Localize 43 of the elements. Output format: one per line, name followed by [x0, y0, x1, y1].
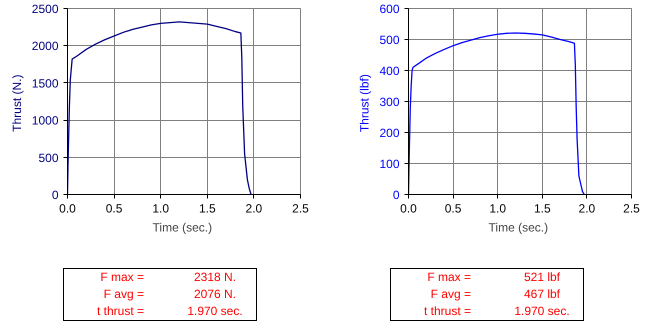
x-tick-label: 1.0 — [489, 202, 506, 216]
y-tick-label: 600 — [379, 2, 400, 16]
y-axis-title: Thrust (lbf) — [357, 74, 372, 132]
y-tick-label: 0 — [392, 188, 400, 202]
y-tick-label: 200 — [379, 126, 400, 140]
text: F max = — [99, 269, 145, 286]
x-tick-label: 2.0 — [578, 202, 596, 216]
y-axis-title: Thrust (N.) — [10, 74, 24, 132]
x-axis-title: Time (sec.) — [488, 220, 548, 234]
y-tick-label: 500 — [38, 150, 59, 165]
x-tick-label: 0.5 — [106, 202, 123, 216]
y-tick-label: 400 — [379, 64, 400, 78]
y-tick-label: 1000 — [32, 114, 59, 128]
text: 467 lbf — [522, 286, 562, 303]
text: F max = — [426, 269, 472, 286]
text: F avg = — [102, 286, 145, 303]
text: F avg = — [430, 286, 472, 303]
x-tick-label: 2.0 — [246, 202, 263, 216]
x-tick-label: 1.5 — [534, 202, 551, 216]
text: 1.970 sec. — [513, 303, 571, 320]
text: t thrust = — [96, 303, 145, 320]
text: 521 lbf — [522, 269, 562, 286]
y-tick-label: 2500 — [32, 2, 59, 16]
y-tick-label: 1500 — [32, 76, 59, 90]
x-tick-label: 0.0 — [400, 202, 418, 216]
x-tick-label: 2.5 — [623, 202, 640, 216]
x-tick-label: 0.5 — [444, 202, 462, 216]
y-tick-label: 100 — [379, 157, 400, 171]
x-axis-title: Time (sec.) — [152, 220, 212, 234]
x-tick-label: 2.5 — [292, 202, 310, 216]
line-series — [408, 32, 585, 194]
text: 2076 N. — [192, 286, 238, 303]
x-tick-label: 0.0 — [59, 202, 76, 216]
y-tick-label: 500 — [379, 33, 400, 47]
x-tick-label: 1.5 — [198, 202, 216, 216]
y-tick-label: 2000 — [32, 39, 59, 54]
y-tick-label: 300 — [379, 95, 400, 109]
line-series — [68, 21, 252, 194]
y-tick-label: 0 — [52, 188, 59, 202]
x-tick-label: 1.0 — [152, 202, 170, 216]
text: 1.970 sec. — [186, 303, 244, 320]
text: t thrust = — [422, 303, 472, 320]
text: 2318 N. — [192, 269, 238, 286]
